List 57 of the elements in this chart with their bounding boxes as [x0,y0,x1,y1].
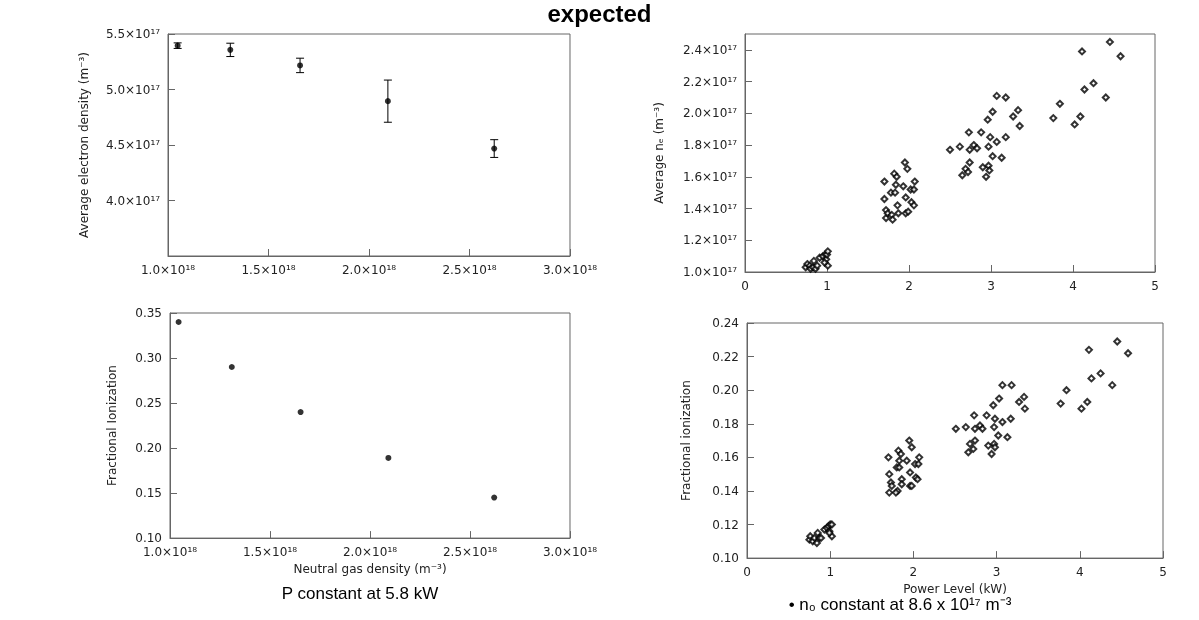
y-tick-label: 0.25 [135,396,162,411]
y-tick-label: 0.24 [712,316,739,330]
x-tick-label: 5 [1159,565,1167,580]
x-tick-label: 5 [1151,279,1159,293]
x-tick-label: 2.5×10¹⁸ [442,263,497,277]
x-tick-label: 0 [743,565,751,580]
y-tick-label: 0.10 [135,531,162,546]
y-tick-label: 1.6×10¹⁷ [682,169,738,184]
x-tick-label: 2 [905,279,913,293]
y-tick-label: 1.8×10¹⁷ [682,138,738,153]
y-tick-label: 0.30 [135,351,162,366]
y-tick-label: 0.20 [712,383,739,398]
x-tick-label: 2.0×10¹⁸ [342,545,398,560]
x-tick-label: 1 [823,279,831,293]
y-tick-label: 1.2×10¹⁷ [682,233,738,248]
y-tick-label: 0.18 [712,416,739,431]
x-tick-label: 2.5×10¹⁸ [442,545,498,560]
y-tick-label: 0.15 [135,486,162,501]
chart-title: expected [546,0,653,28]
y-tick-label: 2.0×10¹⁷ [682,106,738,121]
text: • n₀ constant at 8.6 x 10¹⁷ m⁻³ [787,595,1013,615]
x-tick-label: 1.5×10¹⁸ [241,263,296,277]
y-tick-label: 0.12 [712,517,739,532]
x-tick-label: 4 [1069,279,1077,293]
y-axis-title: Average electron density (m⁻³) [77,52,91,238]
y-axis-title: Average nₑ (m⁻³) [652,102,666,204]
y-tick-label: 1.4×10¹⁷ [682,201,738,216]
x-tick-label: 3 [987,279,995,293]
x-axis-title: Neutral gas density (m⁻³) [293,562,447,576]
y-tick-label: 5.0×10¹⁷ [105,82,161,97]
y-tick-label: 0.16 [712,450,739,465]
y-tick-label: 4.0×10¹⁷ [105,193,161,208]
x-tick-label: 3.0×10¹⁸ [542,263,598,277]
x-tick-label: 1.5×10¹⁸ [242,545,298,560]
y-tick-label: 4.5×10¹⁷ [105,138,161,152]
y-tick-label: 2.4×10¹⁷ [682,42,738,57]
x-tick-label: 1.0×10¹⁸ [140,263,196,277]
x-tick-label: 3 [992,565,1001,580]
y-tick-label: 0.20 [135,441,162,456]
x-tick-label: 1.0×10¹⁸ [142,545,198,560]
x-axis-title: Power Level (kW) [903,582,1007,596]
y-tick-label: 1.0×10¹⁷ [682,265,738,279]
y-tick-label: 0.10 [712,551,739,566]
text: P constant at 5.8 kW [280,584,440,604]
x-tick-label: 2 [909,565,918,580]
y-tick-label: 0.22 [712,349,739,364]
y-tick-label: 5.5×10¹⁷ [105,27,161,41]
x-tick-label: 2.0×10¹⁸ [341,263,397,277]
y-axis-title: Fractional ionization [679,380,693,501]
y-tick-label: 2.2×10¹⁷ [682,74,738,89]
y-tick-label: 0.14 [712,483,739,498]
y-tick-label: 0.35 [135,306,162,320]
x-tick-label: 0 [741,279,749,293]
y-axis-title: Fractional Ionization [105,365,119,486]
x-tick-label: 1 [826,565,835,580]
x-tick-label: 3.0×10¹⁸ [542,545,598,560]
x-tick-label: 4 [1075,565,1084,580]
